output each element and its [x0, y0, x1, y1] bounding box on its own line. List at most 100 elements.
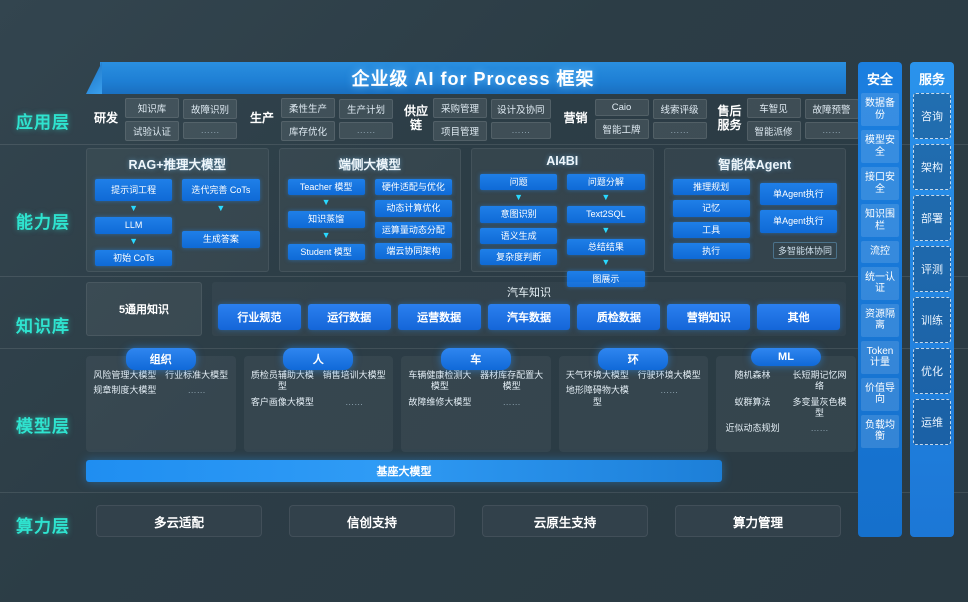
service-item[interactable]: 评测	[913, 246, 951, 292]
security-item[interactable]: 负载均衡	[861, 414, 899, 448]
model-group-environment[interactable]: 环 天气环境大模型 行驶环境大模型 地形障碍物大模型 ……	[558, 348, 708, 452]
model-item[interactable]: 车辆健康检测大模型	[408, 370, 472, 392]
capability-node[interactable]: 复杂度判断	[480, 249, 558, 266]
security-item[interactable]: 模型安全	[861, 130, 899, 163]
capability-node[interactable]: 问题分解	[567, 174, 645, 191]
security-item[interactable]: 统一认证	[861, 266, 899, 300]
model-item-more[interactable]: ……	[502, 396, 521, 407]
security-item[interactable]: Token计量	[861, 340, 899, 374]
security-item[interactable]: 流控	[861, 241, 899, 263]
capability-node[interactable]: 知识蒸馏	[287, 211, 365, 228]
model-item-more[interactable]: ……	[660, 385, 679, 396]
security-item[interactable]: 接口安全	[861, 167, 899, 200]
model-group-vehicle[interactable]: 车 车辆健康检测大模型 器材库存配置大模型 故障维修大模型 ……	[401, 348, 551, 452]
model-item[interactable]: 近似动态规划	[725, 423, 780, 433]
capability-node[interactable]: 语义生成	[480, 227, 558, 245]
app-chip[interactable]: 智能工牌	[594, 119, 649, 139]
knowledge-chip[interactable]: 质检数据	[577, 304, 661, 330]
app-chip[interactable]: 试验认证	[125, 120, 179, 141]
app-chip[interactable]: 知识库	[125, 97, 179, 118]
compute-chip-management[interactable]: 算力管理	[675, 505, 841, 537]
capability-card-agent[interactable]: 智能体Agent 推理规划 记忆 工具 执行 单Agent执行 单Agent执行…	[663, 148, 846, 272]
model-item[interactable]: 质检员辅助大模型	[250, 370, 314, 392]
model-group-ml[interactable]: ML 随机森林 长短期记忆网络 蚁群算法 多变量灰色模型 近似动态规划 ……	[716, 348, 856, 452]
model-item[interactable]: 客户画像大模型	[250, 396, 314, 407]
app-group-marketing[interactable]: 营销 Caio 智能工牌 线索评级 ……	[556, 96, 712, 142]
model-item[interactable]: 规章制度大模型	[93, 385, 157, 396]
app-chip-more[interactable]: ……	[652, 122, 707, 139]
security-item[interactable]: 价值导向	[861, 377, 899, 411]
capability-node[interactable]: 总结结果	[567, 238, 645, 256]
service-item[interactable]: 架构	[913, 144, 951, 190]
model-item[interactable]: 行驶环境大模型	[637, 370, 701, 380]
model-item[interactable]: 风险管理大模型	[93, 370, 157, 380]
capability-node[interactable]: 图展示	[567, 271, 645, 288]
app-chip[interactable]: 故障预警	[804, 99, 859, 119]
compute-chip-multicloud[interactable]: 多云适配	[96, 505, 262, 537]
security-item[interactable]: 资源隔离	[861, 303, 899, 337]
capability-node[interactable]: 工具	[672, 221, 750, 239]
capability-node[interactable]: 问题	[480, 174, 558, 191]
app-chip[interactable]: 故障识别	[183, 99, 237, 119]
compute-chip-xinchuang[interactable]: 信创支持	[289, 505, 455, 537]
knowledge-chip[interactable]: 行业规范	[218, 304, 301, 330]
knowledge-chip[interactable]: 其他	[757, 304, 841, 330]
model-item[interactable]: 行业标准大模型	[165, 370, 229, 380]
model-item[interactable]: 器材库存配置大模型	[480, 370, 544, 392]
base-model-bar[interactable]: 基座大模型	[86, 460, 722, 482]
app-chip[interactable]: Caio	[594, 99, 649, 116]
capability-node[interactable]: Text2SQL	[567, 206, 645, 223]
model-item[interactable]: 地形障碍物大模型	[565, 385, 629, 407]
security-item[interactable]: 数据备份	[861, 93, 899, 126]
capability-node[interactable]: 运算量动态分配	[374, 221, 452, 239]
app-group-production[interactable]: 生产 柔性生产 库存优化 生产计划 ……	[242, 96, 398, 142]
knowledge-chip[interactable]: 运行数据	[307, 304, 391, 330]
model-item[interactable]: 随机森林	[734, 370, 771, 380]
model-item-more[interactable]: ……	[345, 396, 364, 407]
capability-node[interactable]: 意图识别	[480, 206, 558, 223]
app-group-supplychain[interactable]: 供应链 采购管理 项目管理 设计及协同 ……	[398, 96, 556, 142]
model-item-more[interactable]: ……	[187, 385, 206, 396]
capability-node[interactable]: 单Agent执行	[759, 183, 837, 206]
app-chip-more[interactable]: ……	[804, 122, 859, 139]
model-item[interactable]: 销售培训大模型	[322, 370, 386, 380]
app-chip[interactable]: 采购管理	[433, 97, 487, 118]
app-chip-more[interactable]: ……	[339, 122, 393, 139]
service-item[interactable]: 部署	[913, 195, 951, 241]
capability-node[interactable]: Teacher 模型	[287, 179, 365, 196]
capability-node[interactable]: 推理规划	[672, 179, 750, 196]
app-chip[interactable]: 库存优化	[281, 120, 335, 141]
app-chip-more[interactable]: ……	[183, 122, 237, 139]
model-item[interactable]: 蚁群算法	[734, 396, 771, 407]
capability-node[interactable]: 迭代完善 CoTs	[182, 179, 260, 202]
app-group-aftersales[interactable]: 售后服务 车智见 智能派修 故障预警 ……	[712, 96, 864, 142]
service-item[interactable]: 训练	[913, 297, 951, 343]
app-chip[interactable]: 线索评级	[652, 99, 707, 119]
app-chip[interactable]: 项目管理	[433, 120, 487, 141]
model-group-people[interactable]: 人 质检员辅助大模型 销售培训大模型 客户画像大模型 ……	[243, 348, 393, 452]
model-item[interactable]: 天气环境大模型	[565, 370, 629, 380]
capability-node[interactable]: 端云协同架构	[374, 243, 452, 260]
model-item[interactable]: 多变量灰色模型	[792, 396, 847, 418]
capability-node[interactable]: LLM	[95, 217, 173, 234]
capability-node[interactable]: 单Agent执行	[759, 210, 837, 233]
service-item[interactable]: 咨询	[913, 93, 951, 139]
knowledge-chip[interactable]: 运营数据	[397, 304, 481, 330]
compute-chip-cloudnative[interactable]: 云原生支持	[482, 505, 648, 537]
knowledge-general-box[interactable]: 5通用知识	[86, 282, 202, 336]
capability-node[interactable]: 动态计算优化	[374, 200, 452, 217]
capability-node[interactable]: 生成答案	[182, 231, 260, 248]
knowledge-chip[interactable]: 汽车数据	[487, 304, 571, 330]
security-item[interactable]: 知识围栏	[861, 204, 899, 237]
capability-node[interactable]: Student 模型	[287, 243, 365, 261]
model-item-more[interactable]: ……	[810, 423, 829, 433]
app-chip[interactable]: 设计及协同	[491, 99, 551, 119]
capability-card-ai4bi[interactable]: AI4BI 问题 ▼ 意图识别 语义生成 复杂度判断 问题分解 ▼ Text2S…	[471, 148, 654, 288]
app-group-rd[interactable]: 研发 知识库 试验认证 故障识别 ……	[86, 96, 242, 142]
app-chip[interactable]: 智能派修	[746, 120, 801, 141]
service-item[interactable]: 优化	[913, 348, 951, 394]
capability-node[interactable]: 初始 CoTs	[95, 249, 173, 267]
capability-node[interactable]: 记忆	[672, 200, 750, 217]
capability-node[interactable]: 提示词工程	[95, 179, 173, 202]
app-chip-more[interactable]: ……	[491, 122, 551, 139]
